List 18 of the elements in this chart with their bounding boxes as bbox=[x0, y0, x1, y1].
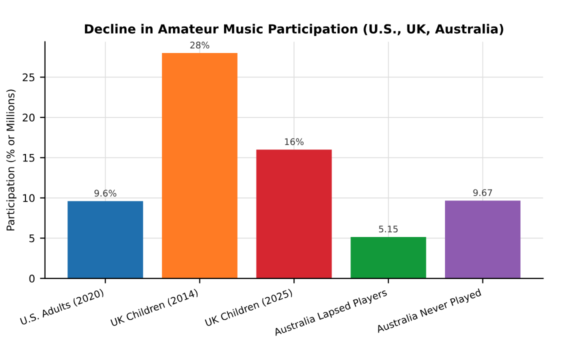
y-tick-label: 20 bbox=[22, 114, 35, 122]
y-tick-label: 15 bbox=[23, 154, 34, 162]
bar bbox=[350, 236, 426, 278]
y-tick-label: 5 bbox=[29, 234, 34, 242]
data-label: 28% bbox=[190, 42, 210, 48]
data-label: 9.67 bbox=[473, 189, 492, 196]
y-tick-label: 25 bbox=[22, 73, 34, 82]
data-label: 9.6% bbox=[94, 190, 116, 197]
data-label: 5.15 bbox=[379, 226, 398, 232]
bar bbox=[445, 200, 520, 278]
y-tick-label: 0 bbox=[29, 274, 35, 283]
bar bbox=[68, 201, 144, 278]
bar bbox=[256, 150, 332, 278]
chart-title: Decline in Amateur Music Participation (U.S., UK, Australia) bbox=[84, 24, 504, 36]
data-label: 16% bbox=[285, 138, 304, 146]
bar bbox=[162, 53, 238, 278]
y-tick-label: 10 bbox=[23, 194, 35, 202]
y-axis-title: Participation (% or Millions) bbox=[6, 90, 16, 230]
